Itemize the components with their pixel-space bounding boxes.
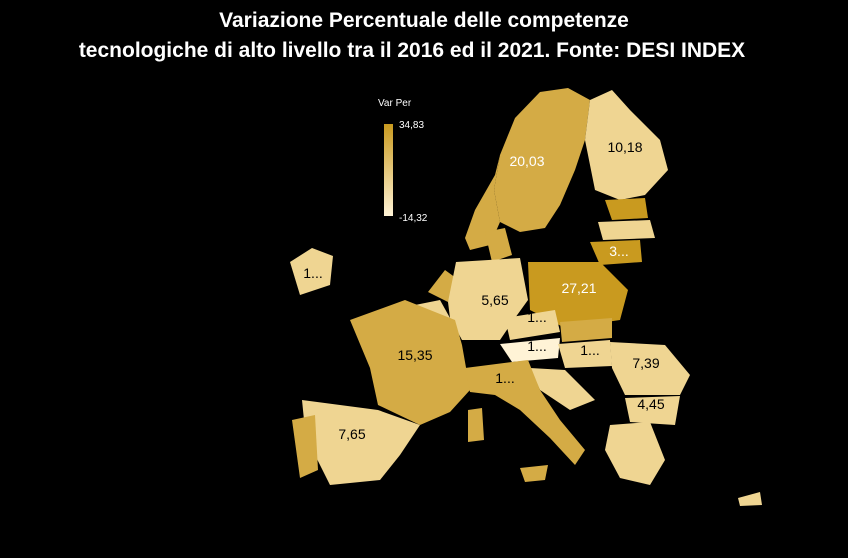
- label-hungary: 1...: [580, 342, 599, 358]
- region-spain: [302, 400, 420, 485]
- label-czechia: 1...: [527, 309, 546, 325]
- region-netherlands: [428, 270, 456, 302]
- title-line-2: tecnologiche di alto livello tra il 2016…: [78, 39, 746, 62]
- region-denmark: [485, 228, 512, 262]
- region-italy: [465, 360, 585, 465]
- label-bulgaria: 4,45: [637, 396, 664, 412]
- region-sardinia: [468, 408, 484, 442]
- map-title: Variazione Percentuale delle competenze …: [0, 6, 848, 66]
- label-france: 15,35: [397, 347, 432, 363]
- label-germany: 5,65: [481, 292, 508, 308]
- region-cyprus: [738, 492, 762, 506]
- region-greece: [605, 422, 665, 485]
- region-estonia: [605, 198, 648, 220]
- region-sweden: [494, 88, 590, 232]
- label-romania: 7,39: [632, 355, 659, 371]
- region-austria: [500, 338, 560, 362]
- region-portugal: [292, 415, 318, 478]
- region-romania: [610, 342, 690, 395]
- region-slovenia-croatia: [530, 368, 595, 410]
- title-line-1: Variazione Percentuale delle competenze: [219, 9, 629, 32]
- legend-title: Var Per: [378, 98, 412, 109]
- label-poland: 27,21: [561, 280, 596, 296]
- label-lithuania: 3...: [609, 243, 628, 259]
- region-norway: [465, 155, 500, 250]
- region-france: [350, 300, 470, 425]
- legend-color-scale: [384, 124, 393, 216]
- label-spain: 7,65: [338, 426, 365, 442]
- region-hungary: [558, 340, 612, 368]
- label-finland: 10,18: [607, 139, 642, 155]
- region-finland: [585, 90, 668, 200]
- region-sicily: [520, 465, 548, 482]
- region-czechia: [505, 310, 560, 340]
- legend-max-value: 34,83: [399, 120, 425, 131]
- label-sweden: 20,03: [509, 153, 544, 169]
- label-italy: 1...: [495, 370, 514, 386]
- region-ireland: [290, 248, 333, 295]
- label-austria: 1...: [527, 338, 546, 354]
- label-ireland: 1...: [303, 265, 322, 281]
- legend-min-value: -14,32: [399, 213, 428, 224]
- region-slovakia: [560, 318, 612, 342]
- region-lithuania: [590, 240, 642, 265]
- region-bulgaria: [625, 396, 680, 425]
- region-latvia: [598, 220, 655, 240]
